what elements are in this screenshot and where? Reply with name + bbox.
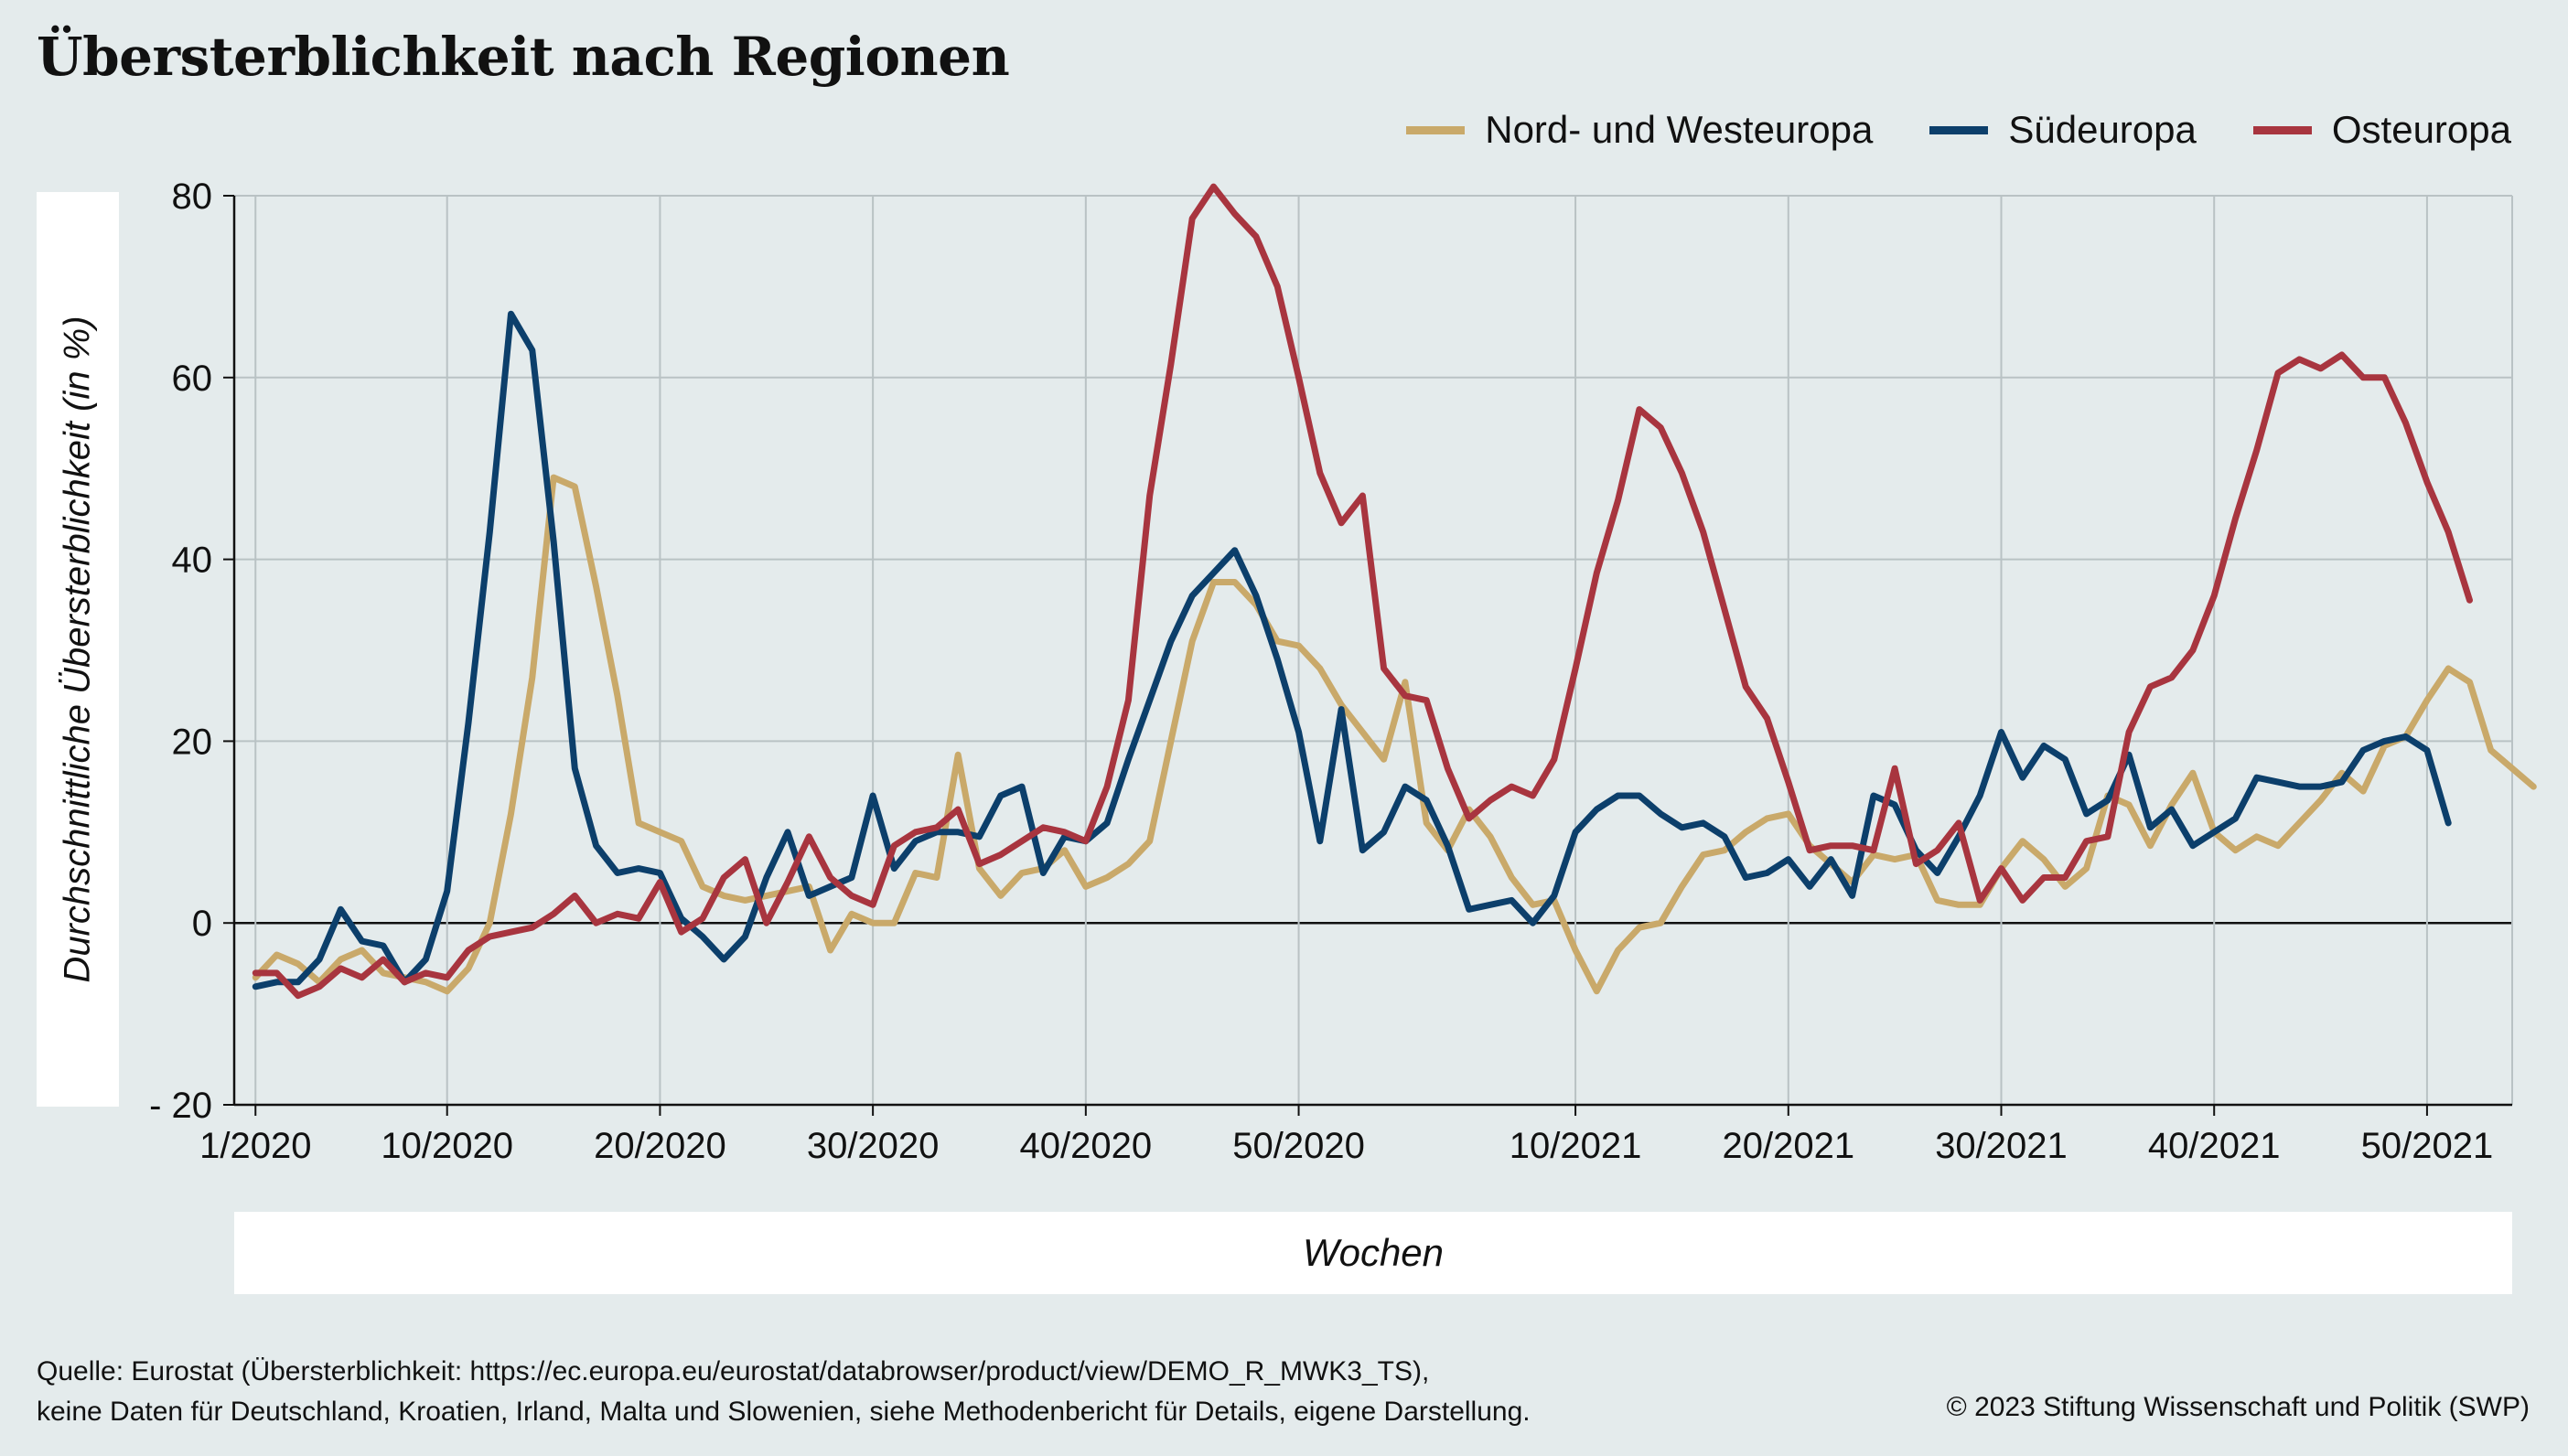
y-tick-label: 60 [172, 359, 213, 399]
x-tick-label: 40/2021 [2148, 1126, 2281, 1166]
x-tick-label: 30/2020 [807, 1126, 940, 1166]
legend-item-nord-west: Nord- und Westeuropa [1406, 108, 1873, 152]
legend-item-sued: Südeuropa [1929, 108, 2197, 152]
y-tick-label: - 20 [149, 1086, 212, 1126]
copyright-note: © 2023 Stiftung Wissenschaft und Politik… [1946, 1392, 2530, 1422]
legend-label-sued: Südeuropa [2008, 108, 2197, 151]
x-axis-label: Wochen [1302, 1231, 1445, 1274]
legend-swatch-ost [2252, 125, 2312, 134]
source-note: Quelle: Eurostat (Übersterblichkeit: htt… [37, 1352, 1531, 1432]
chart-title: Übersterblichkeit nach Regionen [37, 26, 1010, 88]
y-tick-label: 40 [172, 541, 213, 581]
legend-label-nord-west: Nord- und Westeuropa [1485, 108, 1874, 151]
y-tick-label: 20 [172, 722, 213, 762]
plot-area [234, 196, 2512, 1105]
series-line-2 [252, 310, 2452, 990]
series-line-1 [252, 474, 2537, 995]
legend-item-ost: Osteuropa [2252, 108, 2511, 152]
x-tick-label: 10/2020 [381, 1126, 513, 1166]
y-axis-label-box [37, 192, 119, 1107]
series-line-3 [252, 183, 2473, 1000]
x-tick-label: 20/2020 [594, 1126, 726, 1166]
source-line-1: Quelle: Eurostat (Übersterblichkeit: htt… [37, 1356, 1430, 1386]
x-tick-label: 10/2021 [1510, 1126, 1642, 1166]
x-tick-label: 30/2021 [1935, 1126, 2068, 1166]
legend: Nord- und Westeuropa Südeuropa Osteuropa [1406, 108, 2511, 152]
y-tick-label: 0 [192, 904, 212, 944]
legend-swatch-nord-west [1406, 125, 1466, 134]
x-tick-label: 20/2021 [1722, 1126, 1854, 1166]
legend-label-ost: Osteuropa [2331, 108, 2511, 151]
x-tick-label: 1/2020 [199, 1126, 311, 1166]
legend-swatch-sued [1929, 125, 1989, 134]
source-line-2: keine Daten für Deutschland, Kroatien, I… [37, 1397, 1531, 1427]
x-tick-label: 50/2020 [1232, 1126, 1365, 1166]
y-tick-label: 80 [172, 177, 213, 217]
x-tick-label: 40/2020 [1020, 1126, 1153, 1166]
x-axis-label-box: Wochen [234, 1212, 2512, 1294]
x-tick-label: 50/2021 [2361, 1126, 2494, 1166]
